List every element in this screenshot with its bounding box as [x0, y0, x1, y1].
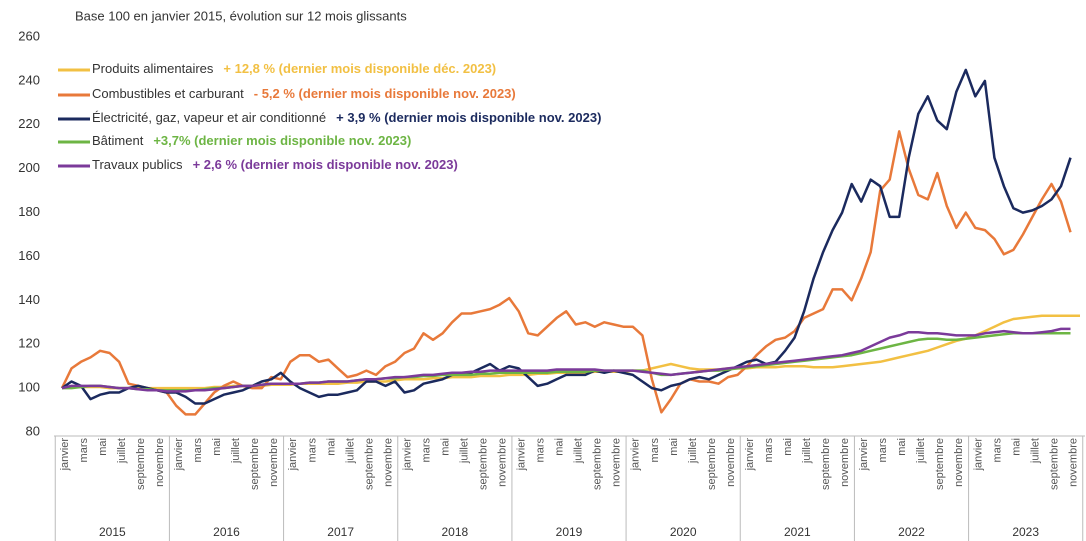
y-tick-label: 80 [26, 423, 40, 438]
x-tick-label: septembre [135, 438, 147, 490]
x-tick-label: mai [782, 438, 794, 456]
legend-name: Combustibles et carburant [92, 86, 244, 101]
year-label: 2015 [99, 525, 126, 539]
year-label: 2018 [441, 525, 468, 539]
x-tick-label: janvier [59, 438, 71, 472]
year-label: 2021 [784, 525, 811, 539]
series-line [61, 327, 1071, 393]
x-tick-label: janvier [173, 438, 185, 472]
x-tick-label: novembre [611, 438, 623, 487]
x-tick-label: mars [763, 438, 775, 463]
x-tick-label: novembre [953, 438, 965, 487]
y-tick-label: 260 [18, 28, 40, 43]
year-label: 2023 [1012, 525, 1039, 539]
x-tick-label: septembre [363, 438, 375, 490]
y-tick-label: 120 [18, 336, 40, 351]
y-tick-label: 160 [18, 248, 40, 263]
year-label: 2017 [327, 525, 354, 539]
legend-annotation: + 2,6 % (dernier mois disponible nov. 20… [193, 157, 458, 172]
x-tick-label: mars [306, 438, 318, 463]
y-tick-label: 220 [18, 116, 40, 131]
x-tick-label: mai [211, 438, 223, 456]
x-tick-label: janvier [630, 438, 642, 472]
y-tick-label: 200 [18, 160, 40, 175]
x-tick-label: mars [649, 438, 661, 463]
year-label: 2019 [556, 525, 583, 539]
x-tick-label: novembre [839, 438, 851, 487]
x-tick-label: juillet [915, 438, 927, 464]
x-tick-label: mars [991, 438, 1003, 463]
legend-name: Bâtiment [92, 133, 144, 148]
y-tick-label: 240 [18, 72, 40, 87]
x-tick-label: janvier [516, 438, 528, 472]
x-tick-label: mai [325, 438, 337, 456]
x-tick-label: janvier [401, 438, 413, 472]
y-tick-label: 100 [18, 380, 40, 395]
y-tick-label: 180 [18, 204, 40, 219]
x-tick-label: mai [896, 438, 908, 456]
x-tick-label: juillet [230, 438, 242, 464]
legend-annotation: - 5,2 % (dernier mois disponible nov. 20… [254, 86, 516, 101]
y-tick-label: 140 [18, 292, 40, 307]
x-tick-label: mars [877, 438, 889, 463]
x-tick-label: novembre [154, 438, 166, 487]
x-tick-label: janvier [858, 438, 870, 472]
x-tick-label: mars [420, 438, 432, 463]
x-tick-label: mai [97, 438, 109, 456]
series-line [61, 68, 1072, 405]
x-tick-label: juillet [1029, 438, 1041, 464]
legend-entry: Électricité, gaz, vapeur et air conditio… [92, 110, 601, 125]
legend-name: Travaux publics [92, 157, 183, 172]
x-tick-label: mai [554, 438, 566, 456]
x-tick-label: novembre [1067, 438, 1079, 487]
x-tick-label: septembre [934, 438, 946, 490]
x-tick-label: novembre [268, 438, 280, 487]
x-tick-label: mai [668, 438, 680, 456]
series-line [61, 314, 1080, 390]
legend-entry: Produits alimentaires + 12,8 % (dernier m… [92, 61, 496, 76]
x-tick-label: juillet [573, 438, 585, 464]
x-tick-label: septembre [820, 438, 832, 490]
legend-name: Électricité, gaz, vapeur et air conditio… [92, 110, 326, 125]
x-tick-label: mars [78, 438, 90, 463]
chart-subtitle: Base 100 en janvier 2015, évolution sur … [75, 8, 407, 23]
x-tick-label: novembre [382, 438, 394, 487]
x-tick-label: septembre [249, 438, 261, 490]
series-line [62, 332, 1071, 392]
series-line [60, 130, 1072, 416]
x-tick-label: janvier [972, 438, 984, 472]
x-tick-label: septembre [1048, 438, 1060, 490]
x-tick-label: mars [192, 438, 204, 463]
x-tick-label: novembre [725, 438, 737, 487]
x-tick-label: mars [535, 438, 547, 463]
x-tick-label: juillet [801, 438, 813, 464]
legend-entry: Travaux publics + 2,6 % (dernier mois dis… [92, 157, 458, 172]
legend-entry: Combustibles et carburant - 5,2 % (dernie… [92, 86, 516, 101]
year-label: 2016 [213, 525, 240, 539]
x-tick-label: juillet [458, 438, 470, 464]
x-tick-label: juillet [687, 438, 699, 464]
legend-annotation: + 3,9 % (dernier mois disponible nov. 20… [336, 110, 601, 125]
x-tick-label: janvier [744, 438, 756, 472]
year-label: 2020 [670, 525, 697, 539]
x-tick-label: novembre [497, 438, 509, 487]
x-tick-label: septembre [592, 438, 604, 490]
legend-annotation: +3,7% (dernier mois disponible nov. 2023… [153, 133, 411, 148]
legend-annotation: + 12,8 % (dernier mois disponible déc. 2… [223, 61, 496, 76]
year-label: 2022 [898, 525, 925, 539]
x-tick-label: juillet [344, 438, 356, 464]
x-tick-label: janvier [287, 438, 299, 472]
legend-name: Produits alimentaires [92, 61, 214, 76]
x-tick-label: septembre [478, 438, 490, 490]
x-tick-label: mai [439, 438, 451, 456]
x-tick-label: septembre [706, 438, 718, 490]
x-tick-label: juillet [116, 438, 128, 464]
x-tick-label: mai [1010, 438, 1022, 456]
legend-entry: Bâtiment +3,7% (dernier mois disponible n… [92, 133, 411, 148]
